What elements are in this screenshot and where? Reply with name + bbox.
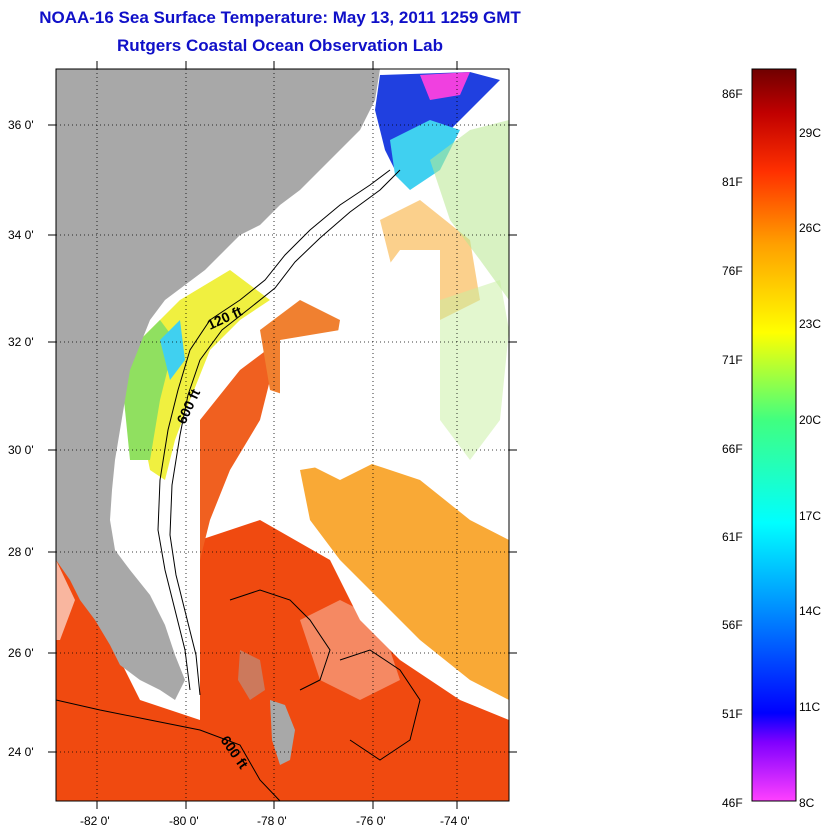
colorbar-f-label: 61F bbox=[722, 530, 743, 544]
contour-600ft bbox=[169, 169, 401, 696]
lat-label: 26 0' bbox=[8, 646, 34, 660]
land-southeast-us bbox=[56, 69, 380, 700]
contour-bahamas bbox=[229, 589, 331, 691]
colorbar-c-label: 11C bbox=[799, 700, 821, 714]
colorbar-c-label: 8C bbox=[799, 796, 815, 810]
lon-label: -76 0' bbox=[356, 814, 386, 828]
colorbar-f-label: 81F bbox=[722, 175, 743, 189]
contour-600ft-south bbox=[56, 699, 281, 801]
warm-water-region bbox=[56, 520, 509, 801]
colorbar-c-label: 17C bbox=[799, 509, 822, 523]
colorbar-f-label: 56F bbox=[722, 618, 743, 632]
green-band-east bbox=[430, 120, 509, 300]
contour-bahamas bbox=[339, 649, 421, 761]
map-subtitle: Rutgers Coastal Ocean Observation Lab bbox=[117, 36, 443, 55]
lat-label: 32 0' bbox=[8, 335, 34, 349]
lon-label: -74 0' bbox=[440, 814, 470, 828]
cold-water-cyan bbox=[390, 120, 460, 190]
lat-label: 24 0' bbox=[8, 745, 34, 759]
colorbar-c-label: 26C bbox=[799, 221, 822, 235]
colorbar-c-label: 20C bbox=[799, 413, 822, 427]
orange-water-east bbox=[300, 460, 509, 700]
colorbar-f-label: 46F bbox=[722, 796, 743, 810]
colorbar-f-label: 66F bbox=[722, 442, 743, 456]
colorbar-c-label: 23C bbox=[799, 317, 822, 331]
contour-120ft bbox=[157, 169, 391, 691]
bahamas-island bbox=[238, 650, 265, 700]
lon-label: -82 0' bbox=[80, 814, 110, 828]
lon-label: -80 0' bbox=[169, 814, 199, 828]
map-title: NOAA-16 Sea Surface Temperature: May 13,… bbox=[39, 8, 521, 27]
lon-label: -78 0' bbox=[257, 814, 287, 828]
map-imagery: 120 ft 600 ft 600 ft bbox=[56, 69, 509, 801]
cloud-patch bbox=[300, 600, 400, 700]
nearshore-cyan bbox=[160, 320, 185, 380]
lat-label: 30 0' bbox=[8, 443, 34, 457]
cold-water-magenta bbox=[420, 72, 470, 100]
colorbar bbox=[751, 68, 797, 802]
colorbar-f-label: 51F bbox=[722, 707, 743, 721]
colorbar-f-label: 71F bbox=[722, 353, 743, 367]
cloud-patch bbox=[280, 250, 440, 480]
map-frame bbox=[55, 68, 510, 802]
colorbar-c-label: 14C bbox=[799, 604, 822, 618]
lat-label: 28 0' bbox=[8, 545, 34, 559]
cloud-patch bbox=[56, 560, 75, 640]
lat-label: 36 0' bbox=[8, 118, 34, 132]
colorbar-c-label: 29C bbox=[799, 126, 822, 140]
nearshore-yellow bbox=[140, 270, 270, 480]
bahamas-island bbox=[270, 700, 295, 765]
colorbar-f-label: 76F bbox=[722, 264, 743, 278]
lat-label: 34 0' bbox=[8, 228, 34, 242]
colorbar-f-label: 86F bbox=[722, 87, 743, 101]
